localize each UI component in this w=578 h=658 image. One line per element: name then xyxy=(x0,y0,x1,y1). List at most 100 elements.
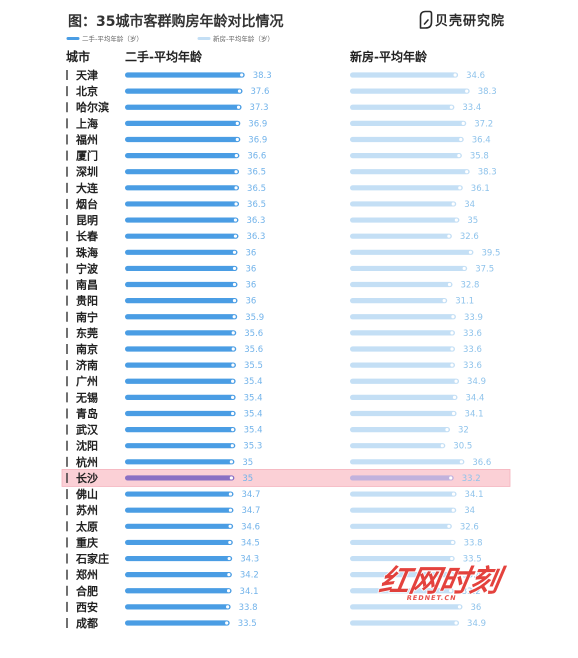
secondhand-bar-end-dot xyxy=(236,105,241,109)
newhouse-bar-end-dot xyxy=(450,331,454,335)
newhouse-bar xyxy=(350,459,465,465)
secondhand-value-label: 36.5 xyxy=(247,200,266,210)
newhouse-value-label: 32.6 xyxy=(460,522,479,532)
secondhand-bar-end-dot xyxy=(232,299,237,303)
secondhand-bar xyxy=(125,475,235,481)
newhouse-bar-end-dot xyxy=(457,605,462,609)
city-label: 大连 xyxy=(76,181,99,195)
city-label: 宁波 xyxy=(76,261,99,275)
city-label: 成都 xyxy=(76,616,98,630)
newhouse-bar xyxy=(350,120,467,126)
legend-label-newhouse: 新房-平均年龄（岁） xyxy=(213,34,274,43)
newhouse-bar-end-dot xyxy=(447,524,451,528)
secondhand-bar-end-dot xyxy=(233,218,238,222)
chart-row: 长春 36.3 32.6 xyxy=(66,229,479,243)
secondhand-value-label: 35.4 xyxy=(244,393,263,403)
newhouse-bar-end-dot xyxy=(454,379,458,383)
secondhand-value-label: 36.9 xyxy=(248,135,267,145)
secondhand-bar xyxy=(125,604,231,610)
newhouse-bar-end-dot xyxy=(461,121,465,125)
secondhand-bar-end-dot xyxy=(231,411,235,416)
newhouse-value-label: 36 xyxy=(471,603,482,613)
newhouse-value-label: 34.9 xyxy=(467,619,486,629)
city-label: 无锡 xyxy=(75,390,98,404)
chart-row: 北京 37.6 38.3 xyxy=(66,84,497,98)
newhouse-bar xyxy=(350,185,463,191)
newhouse-bar-end-dot xyxy=(447,282,452,287)
newhouse-bar xyxy=(350,588,454,594)
secondhand-bar-end-dot xyxy=(232,315,236,319)
chart-row: 南宁 35.9 33.9 xyxy=(66,310,483,324)
newhouse-value-label: 33.9 xyxy=(464,313,483,323)
secondhand-bar xyxy=(125,459,235,465)
secondhand-bar xyxy=(125,507,234,513)
secondhand-bar-end-dot xyxy=(228,492,233,496)
newhouse-value-label: 34 xyxy=(464,200,475,210)
secondhand-value-label: 36 xyxy=(246,281,257,291)
newhouse-bar xyxy=(350,265,468,272)
secondhand-bar-end-dot xyxy=(231,428,235,432)
chart-row: 济南 35.5 33.6 xyxy=(66,358,482,372)
city-label: 南宁 xyxy=(76,310,98,324)
city-label: 珠海 xyxy=(76,245,98,259)
secondhand-bar-end-dot xyxy=(226,605,230,609)
newhouse-bar xyxy=(350,427,450,433)
newhouse-value-label: 35 xyxy=(467,216,478,226)
newhouse-bar xyxy=(350,604,463,610)
newhouse-value-label: 33.6 xyxy=(463,329,482,339)
secondhand-bar-end-dot xyxy=(232,282,237,287)
chart-row: 苏州 34.7 34 xyxy=(66,503,475,517)
city-label: 上海 xyxy=(76,116,98,130)
city-label: 郑州 xyxy=(76,568,98,582)
city-label: 重庆 xyxy=(76,535,98,549)
secondhand-bar-end-dot xyxy=(225,621,229,625)
chart-row: 太原 34.6 32.6 xyxy=(66,519,479,533)
chart-row: 南京 35.6 33.6 xyxy=(66,342,482,356)
secondhand-value-label: 36.3 xyxy=(246,232,265,242)
secondhand-value-label: 38.3 xyxy=(253,71,272,81)
newhouse-bar-end-dot xyxy=(449,476,453,480)
newhouse-value-label: 39.5 xyxy=(481,248,500,258)
secondhand-bar xyxy=(125,394,236,400)
secondhand-value-label: 34.7 xyxy=(241,506,260,516)
newhouse-bar xyxy=(350,523,452,529)
secondhand-bar xyxy=(125,620,230,626)
newhouse-bar-end-dot xyxy=(458,186,462,190)
city-label: 昆明 xyxy=(76,214,98,227)
secondhand-value-label: 35.6 xyxy=(244,329,263,339)
secondhand-bar xyxy=(125,217,239,223)
city-label: 沈阳 xyxy=(76,439,98,453)
newhouse-value-label: 34.1 xyxy=(465,409,484,419)
newhouse-value-label: 34.4 xyxy=(466,393,485,403)
newhouse-bar xyxy=(350,507,457,513)
city-label: 广州 xyxy=(76,374,98,388)
chart-row: 南昌 36 32.8 xyxy=(66,278,479,292)
secondhand-value-label: 36.5 xyxy=(247,168,266,178)
secondhand-bar-end-dot xyxy=(235,121,239,125)
chart-title: 图：35城市客群购房年龄对比情况 xyxy=(68,13,283,30)
legend-item-newhouse: 新房-平均年龄（岁） xyxy=(197,34,274,43)
newhouse-bar-end-dot xyxy=(451,540,455,545)
chart-row: 佛山 34.7 34.1 xyxy=(66,487,483,501)
newhouse-value-label: 33.8 xyxy=(464,538,483,548)
secondhand-bar xyxy=(125,572,232,578)
newhouse-value-label: 37.5 xyxy=(475,264,494,274)
newhouse-bar xyxy=(350,443,446,449)
newhouse-value-label: 33.4 xyxy=(462,571,481,581)
chart-row: 深圳 36.5 38.3 xyxy=(66,165,497,179)
newhouse-bar-end-dot xyxy=(459,137,463,142)
chart-row: 广州 35.4 34.9 xyxy=(66,374,486,388)
secondhand-bar-end-dot xyxy=(233,234,238,238)
secondhand-bar-end-dot xyxy=(229,460,233,464)
secondhand-bar-end-dot xyxy=(240,73,244,77)
newhouse-value-label: 34.9 xyxy=(467,377,486,387)
legend-item-secondhand: 二手-平均年龄（岁） xyxy=(66,34,143,43)
chart-row: 武汉 35.4 32 xyxy=(66,423,469,437)
column-headers: 城市 二手-平均年龄 新房-平均年龄 xyxy=(66,49,428,64)
secondhand-value-label: 35.3 xyxy=(243,442,262,452)
city-label: 长沙 xyxy=(76,471,98,485)
chart-row: 烟台 36.5 34 xyxy=(66,197,475,211)
secondhand-value-label: 35.4 xyxy=(244,409,263,419)
newhouse-bar-end-dot xyxy=(442,299,446,303)
